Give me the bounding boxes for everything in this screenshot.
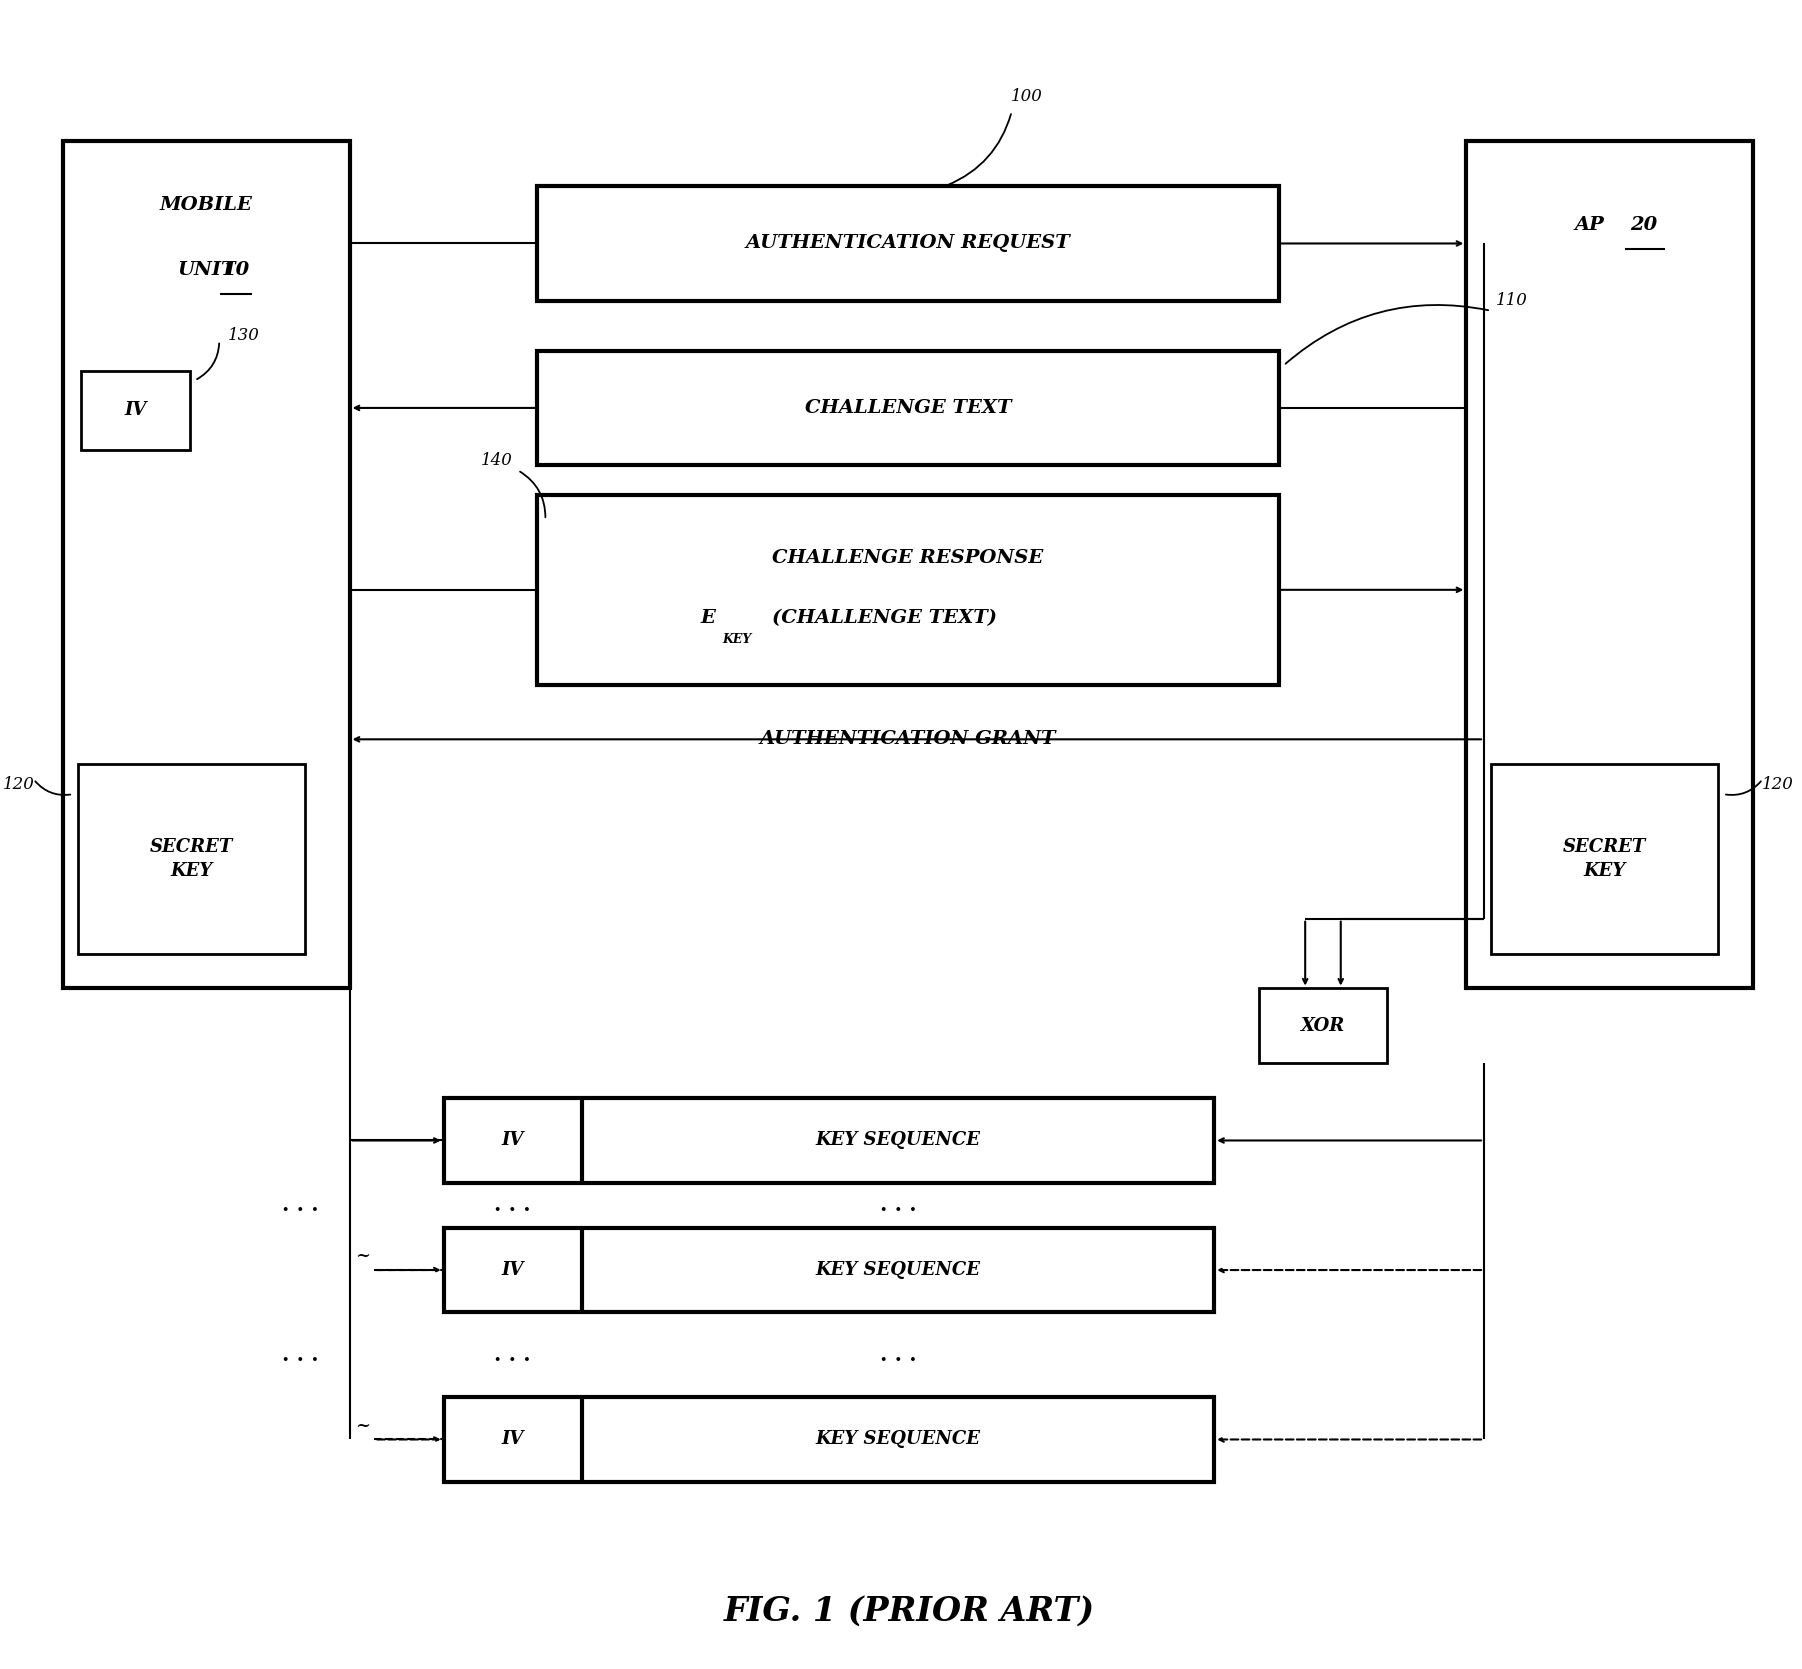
Bar	[1490, 764, 1717, 953]
Text: ~: ~	[355, 1247, 369, 1265]
Text: SECRET
KEY: SECRET KEY	[1562, 838, 1647, 880]
Text: 20: 20	[1631, 215, 1658, 234]
Text: IV: IV	[501, 1262, 524, 1278]
Text: IV: IV	[501, 1132, 524, 1150]
Text: KEY: KEY	[723, 633, 751, 646]
Text: CHALLENGE TEXT: CHALLENGE TEXT	[805, 399, 1011, 417]
Text: 120: 120	[4, 776, 34, 793]
Text: E: E	[701, 609, 715, 628]
Text: AUTHENTICATION GRANT: AUTHENTICATION GRANT	[760, 731, 1056, 748]
Bar	[63, 142, 350, 988]
Text: ~: ~	[355, 1417, 369, 1434]
Text: 110: 110	[1496, 292, 1528, 309]
Text: XOR: XOR	[1301, 1016, 1344, 1035]
Text: AP: AP	[1575, 215, 1604, 234]
Bar	[443, 1228, 1215, 1312]
Text: 140: 140	[481, 452, 514, 469]
Text: CHALLENGE RESPONSE: CHALLENGE RESPONSE	[773, 549, 1043, 567]
Bar	[537, 496, 1278, 684]
Text: . . .: . . .	[879, 1345, 917, 1365]
Bar	[1260, 988, 1388, 1063]
Bar	[1467, 142, 1753, 988]
Text: AUTHENTICATION REQUEST: AUTHENTICATION REQUEST	[746, 234, 1070, 252]
Bar	[537, 187, 1278, 300]
Text: (CHALLENGE TEXT): (CHALLENGE TEXT)	[771, 609, 997, 628]
Text: FIG. 1 (PRIOR ART): FIG. 1 (PRIOR ART)	[723, 1596, 1094, 1627]
Text: . . .: . . .	[494, 1345, 532, 1365]
Text: KEY SEQUENCE: KEY SEQUENCE	[816, 1430, 980, 1449]
Bar	[537, 350, 1278, 466]
Text: 130: 130	[229, 327, 259, 344]
Text: . . .: . . .	[494, 1195, 532, 1215]
Text: . . .: . . .	[879, 1195, 917, 1215]
Text: 100: 100	[1011, 88, 1043, 105]
Text: MOBILE: MOBILE	[160, 197, 252, 214]
Text: IV: IV	[124, 402, 146, 419]
Text: KEY SEQUENCE: KEY SEQUENCE	[816, 1132, 980, 1150]
Text: IV: IV	[501, 1430, 524, 1449]
Text: 10: 10	[222, 260, 250, 279]
Text: . . .: . . .	[281, 1195, 319, 1215]
Text: KEY SEQUENCE: KEY SEQUENCE	[816, 1262, 980, 1278]
Text: 120: 120	[1762, 776, 1793, 793]
Bar	[443, 1397, 1215, 1482]
Text: UNIT: UNIT	[177, 260, 236, 279]
Bar	[443, 1098, 1215, 1183]
Text: SECRET
KEY: SECRET KEY	[150, 838, 232, 880]
Bar	[81, 371, 189, 451]
Text: . . .: . . .	[281, 1345, 319, 1365]
Bar	[77, 764, 305, 953]
